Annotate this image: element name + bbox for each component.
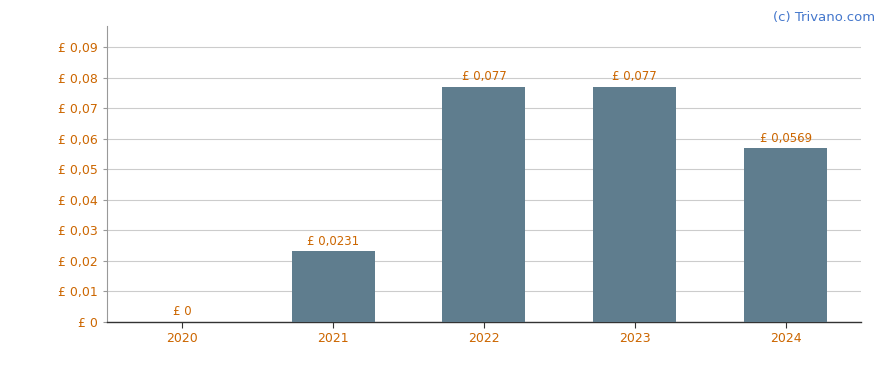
Bar [744,148,827,322]
Text: £ 0,077: £ 0,077 [462,70,506,83]
Text: (c) Trivano.com: (c) Trivano.com [773,11,875,24]
Bar [291,251,375,322]
Text: £ 0,0231: £ 0,0231 [307,235,360,248]
Text: £ 0,077: £ 0,077 [613,70,657,83]
Bar [442,87,526,322]
Text: £ 0: £ 0 [173,305,192,318]
Text: £ 0,0569: £ 0,0569 [759,132,812,145]
Bar [593,87,677,322]
